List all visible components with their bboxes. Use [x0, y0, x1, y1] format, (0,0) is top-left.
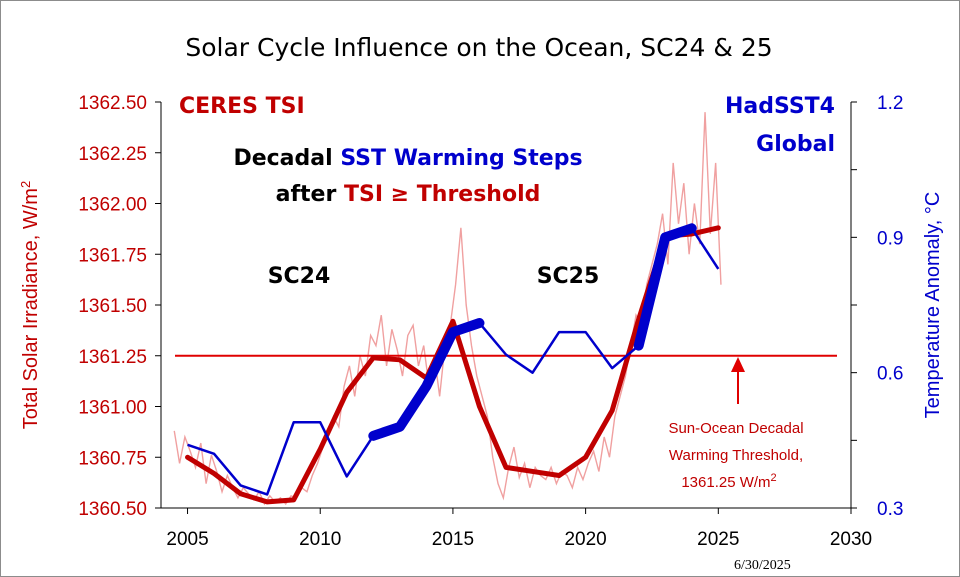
left-tick-label: 1362.00: [78, 195, 147, 216]
left-axis-label: Total Solar Irradiance, W/m2: [18, 181, 42, 429]
threshold-note-line3-sup: 2: [771, 472, 777, 484]
right-tick-label: 1.2: [877, 93, 903, 114]
tsi-label: CERES TSI: [179, 94, 305, 119]
steps-label-after: after: [276, 182, 344, 207]
threshold-note-line3-text: 1361.25 W/m: [681, 474, 770, 491]
threshold-arrow-head: [731, 357, 745, 372]
left-axis-label-sup: 2: [18, 181, 33, 188]
left-axis-ticks: 1362.50 1362.25 1362.00 1361.75 1361.50 1361.…: [78, 93, 161, 520]
x-tick-label: 2015: [432, 529, 474, 550]
x-axis-ticks: 2005 2010 2015 2020 2025 2030: [166, 508, 872, 550]
right-tick-label: 0.9: [877, 228, 903, 249]
steps-label-line1: Decadal SST Warming Steps: [233, 146, 582, 171]
right-axis-ticks: 1.2 0.9 0.6 0.3: [851, 93, 903, 520]
steps-label-decadal: Decadal: [233, 146, 340, 171]
sst-warming-step-sc24: [368, 318, 485, 441]
left-tick-label: 1361.25: [78, 347, 147, 368]
steps-label-line2: after TSI ≥ Threshold: [276, 182, 541, 207]
steps-label-tsi: TSI ≥ Threshold: [344, 182, 540, 207]
x-tick-label: 2030: [830, 529, 872, 550]
left-tick-label: 1362.50: [78, 93, 147, 114]
sst-label-line2: Global: [756, 132, 835, 157]
date-stamp: 6/30/2025: [734, 558, 791, 573]
x-tick-label: 2005: [166, 529, 208, 550]
sst-label-line1: HadSST4: [725, 94, 835, 119]
right-axis-label: Temperature Anomaly, °C: [922, 192, 944, 419]
tsi-annual-line: [185, 225, 721, 505]
steps-label-sst: SST Warming Steps: [340, 146, 582, 171]
left-tick-label: 1360.75: [78, 448, 147, 469]
x-tick-label: 2025: [697, 529, 739, 550]
x-tick-label: 2010: [299, 529, 341, 550]
sst-warming-step-sc25: [633, 223, 697, 351]
right-tick-label: 0.6: [877, 364, 903, 385]
left-tick-label: 1361.50: [78, 296, 147, 317]
left-tick-label: 1362.25: [78, 144, 147, 165]
left-tick-label: 1360.50: [78, 499, 147, 520]
threshold-note-line2: Warming Threshold,: [669, 447, 803, 464]
series-layer: [185, 223, 721, 505]
x-tick-label: 2020: [564, 529, 606, 550]
threshold-note-line1: Sun-Ocean Decadal: [668, 420, 803, 437]
sc24-label: SC24: [268, 264, 331, 289]
left-tick-label: 1361.00: [78, 398, 147, 419]
chart-title: Solar Cycle Influence on the Ocean, SC24…: [185, 33, 772, 62]
right-tick-label: 0.3: [877, 499, 903, 520]
left-tick-label: 1361.75: [78, 245, 147, 266]
left-axis-label-text: Total Solar Irradiance, W/m: [20, 188, 42, 429]
sc25-label: SC25: [537, 264, 600, 289]
threshold-note-line3: 1361.25 W/m2: [681, 472, 776, 491]
